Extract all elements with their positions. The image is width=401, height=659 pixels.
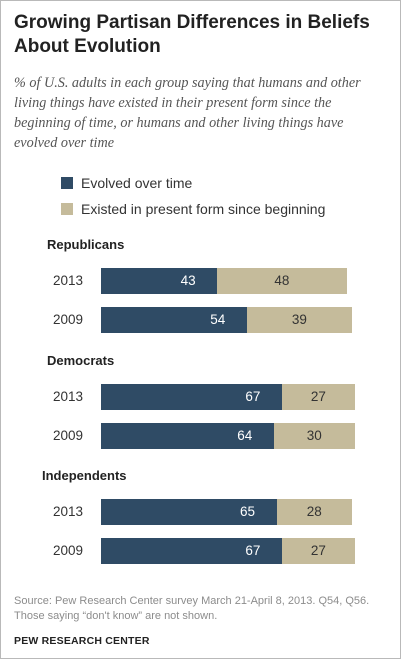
legend-item-evolved: Evolved over time	[61, 175, 192, 191]
value-label-existed-independents-2009: 27	[310, 543, 326, 558]
value-label-evolved-independents-2009: 67	[245, 543, 261, 558]
bar-existed-democrats-2009	[273, 423, 355, 449]
legend-swatch-evolved	[61, 177, 73, 189]
bar-existed-independents-2009	[281, 538, 355, 564]
year-label-republicans-2009: 2009	[53, 312, 84, 327]
bar-existed-independents-2013	[276, 499, 353, 525]
source-note: Source: Pew Research Center survey March…	[14, 595, 370, 622]
bar-evolved-independents-2013	[101, 499, 277, 525]
bar-existed-republicans-2013	[217, 268, 347, 294]
bar-existed-democrats-2013	[281, 384, 355, 410]
bar-evolved-democrats-2013	[101, 384, 282, 410]
value-label-evolved-independents-2013: 65	[239, 504, 256, 519]
group-label-independents: Independents	[42, 468, 127, 483]
value-label-existed-republicans-2009: 39	[291, 312, 307, 327]
year-label-independents-2009: 2009	[53, 543, 84, 558]
value-label-existed-republicans-2013: 48	[274, 273, 290, 288]
legend-label-evolved: Evolved over time	[81, 175, 193, 191]
legend-item-existed: Existed in present form since beginning	[61, 201, 325, 217]
brand-label: PEW RESEARCH CENTER	[14, 635, 150, 647]
group-label-republicans: Republicans	[47, 237, 125, 252]
year-label-republicans-2013: 2013	[53, 273, 84, 288]
value-label-evolved-democrats-2009: 64	[237, 428, 253, 443]
legend-swatch-existed	[61, 203, 73, 215]
chart-title: Growing Partisan Differences in Beliefs …	[14, 12, 370, 57]
bar-evolved-democrats-2009	[101, 423, 274, 449]
value-label-evolved-democrats-2013: 67	[245, 389, 261, 404]
bar-evolved-independents-2009	[101, 538, 282, 564]
bar-existed-republicans-2009	[246, 307, 353, 333]
value-label-existed-independents-2013: 28	[306, 504, 322, 519]
bar-evolved-republicans-2013	[101, 268, 218, 294]
year-label-independents-2013: 2013	[53, 504, 84, 519]
value-label-evolved-republicans-2013: 43	[180, 273, 196, 288]
year-label-democrats-2013: 2013	[53, 389, 84, 404]
legend-label-existed: Existed in present form since beginning	[81, 201, 326, 217]
year-label-democrats-2009: 2009	[53, 428, 84, 443]
value-label-existed-democrats-2009: 30	[306, 428, 322, 443]
bar-evolved-republicans-2009	[101, 307, 247, 333]
value-label-existed-democrats-2013: 27	[310, 389, 326, 404]
chart-subtitle: % of U.S. adults in each group saying th…	[14, 75, 361, 151]
group-label-democrats: Democrats	[47, 353, 115, 368]
value-label-evolved-republicans-2009: 54	[210, 312, 226, 327]
